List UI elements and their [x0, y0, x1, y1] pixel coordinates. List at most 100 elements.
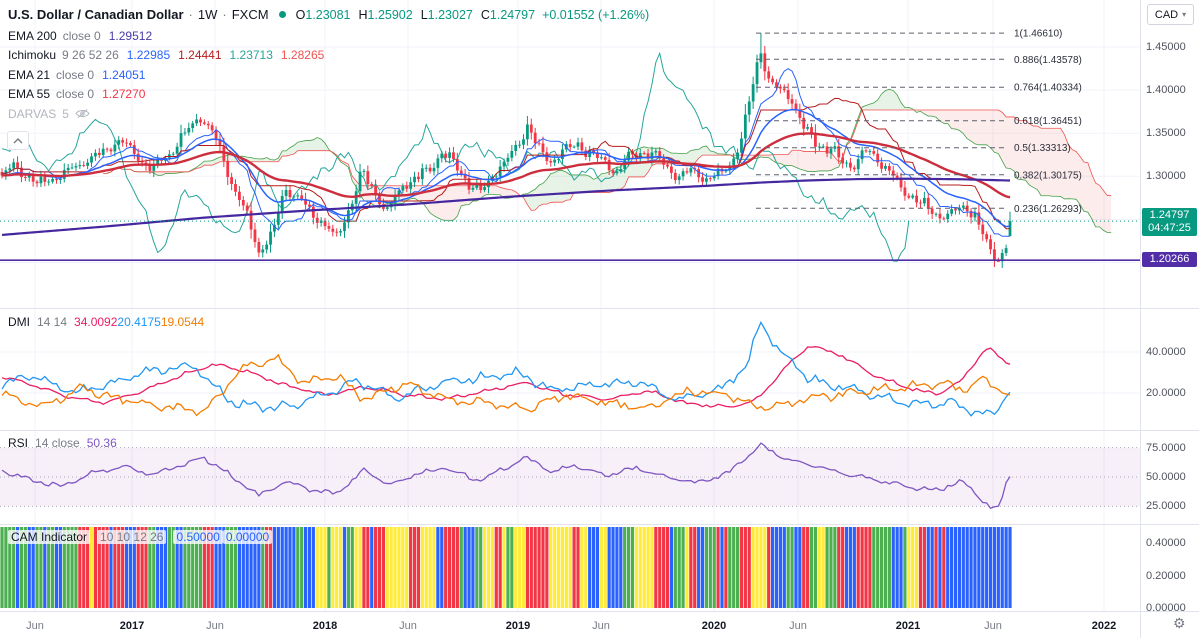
- rsi-axis-label: 75.0000: [1146, 441, 1186, 454]
- indicator-value: 0.50000: [173, 530, 223, 544]
- fib-retracement-layer: 1(1.46610) 0.886(1.43578) 0.764(1.40334) 0.…: [756, 29, 1082, 215]
- price-axis-label: 1.35000: [1146, 127, 1186, 140]
- exchange-label[interactable]: FXCM: [231, 7, 269, 22]
- svg-text:0.5(1.33313): 0.5(1.33313): [1014, 143, 1071, 154]
- timeframe-label[interactable]: 1W: [197, 7, 218, 22]
- ohlc-label: L: [420, 7, 428, 22]
- ohlc-item: O1.23081: [296, 8, 351, 22]
- market-status-dot-icon: [278, 11, 286, 18]
- separator: ·: [222, 7, 227, 22]
- time-axis-year-label: 2019: [505, 620, 531, 632]
- time-axis-year-label: 2022: [1091, 620, 1117, 632]
- cam-params: 10 10 12 26: [97, 530, 167, 544]
- ohlc-label: C: [480, 7, 490, 22]
- legend-title: EMA 21: [8, 67, 51, 82]
- indicator-legends: EMA 200 close 0 1.29512 Ichimoku 9 26 52 26 1…: [8, 26, 324, 124]
- ohlc-item: L1.23027: [421, 8, 473, 22]
- ohlc-label: O: [295, 7, 306, 22]
- legend-title: EMA 55: [8, 87, 51, 102]
- horizontal-line-price-badge: 1.20266: [1142, 252, 1197, 268]
- cam-bars-layer: [0, 527, 1012, 608]
- legend-value: 1.29512: [108, 28, 153, 43]
- collapse-legends-button[interactable]: [7, 131, 29, 150]
- legend-value: 1.28265: [280, 48, 325, 63]
- cam-axis-label: 0.00000: [1146, 602, 1186, 614]
- cam-values: 0.50000 0.00000: [173, 530, 273, 544]
- svg-text:1(1.46610): 1(1.46610): [1014, 29, 1062, 40]
- svg-text:0.886(1.43578): 0.886(1.43578): [1014, 55, 1082, 66]
- currency-label: CAD: [1154, 8, 1179, 21]
- dmi-values: 34.009220.417519.0544: [74, 315, 204, 329]
- indicator-value: 20.4175: [117, 315, 161, 329]
- hline-price-value: 1.20266: [1149, 253, 1190, 266]
- rsi-values: 50.36: [87, 436, 117, 450]
- dmi-legend[interactable]: DMI 14 14 34.009220.417519.0544: [8, 315, 204, 329]
- cam-axis-label: 0.20000: [1146, 569, 1186, 582]
- dmi-axis-label: 40.0000: [1146, 346, 1186, 358]
- legend-title: Ichimoku: [8, 48, 57, 63]
- dmi-axis-label: 20.0000: [1146, 387, 1186, 399]
- time-axis-month-label: Jun: [206, 620, 224, 632]
- symbol-header: U.S. Dollar / Canadian Dollar · 1W · FXC…: [8, 7, 649, 22]
- dmi-title: DMI: [8, 315, 30, 329]
- overlay-lines-layer: [1, 68, 1011, 237]
- legend-params: close 0: [56, 87, 95, 102]
- legend-row-ema-55[interactable]: EMA 55 close 0 1.27270: [8, 85, 324, 105]
- change-value: +0.01552 (+1.26%): [542, 7, 650, 22]
- cam-legend[interactable]: CAM Indicator 10 10 12 26 0.50000 0.00000: [8, 530, 273, 544]
- time-axis-month-label: Jun: [399, 620, 417, 632]
- axis-settings-gear-icon[interactable]: ⚙: [1173, 615, 1186, 631]
- legend-value: 1.23713: [229, 48, 273, 63]
- separator: ·: [188, 7, 193, 22]
- grid-layer: [0, 0, 1140, 611]
- bar-countdown: 04:47:25: [1148, 222, 1191, 235]
- legend-row-darvas[interactable]: DARVAS 5: [8, 104, 324, 124]
- legend-params: close 0: [62, 28, 101, 43]
- time-axis-year-label: 2021: [895, 620, 921, 632]
- chevron-up-icon: [13, 137, 23, 143]
- legend-title: DARVAS: [8, 106, 57, 121]
- legend-row-ema-21[interactable]: EMA 21 close 0 1.24051: [8, 65, 324, 85]
- legend-params: 9 26 52 26: [62, 48, 119, 63]
- time-axis-month-label: Jun: [26, 620, 44, 632]
- legend-value: 1.27270: [102, 87, 146, 102]
- time-axis-month-label: Jun: [789, 620, 807, 632]
- time-axis-year-label: 2018: [312, 620, 338, 632]
- symbol-title[interactable]: U.S. Dollar / Canadian Dollar: [8, 7, 184, 22]
- time-axis-year-label: 2020: [701, 620, 727, 632]
- rsi-layer: [0, 442, 1140, 510]
- time-axis-month-label: Jun: [984, 620, 1002, 632]
- price-axis-label: 1.40000: [1146, 84, 1186, 97]
- last-price-value: 1.24797: [1149, 209, 1190, 222]
- legend-title: EMA 200: [8, 28, 57, 43]
- legend-row-ichimoku[interactable]: Ichimoku 9 26 52 26 1.22985 1.24441 1.23713 1…: [8, 46, 324, 66]
- indicator-value: 0.00000: [222, 530, 273, 544]
- rsi-params: 14 close: [35, 436, 80, 450]
- indicator-value: 50.36: [86, 436, 117, 450]
- last-price-badge: 1.24797 04:47:25: [1142, 208, 1197, 237]
- ohlc-value: 1.24797: [489, 7, 536, 22]
- dmi-lines-layer: [1, 320, 1011, 417]
- cam-title: CAM Indicator: [8, 530, 91, 544]
- svg-text:0.236(1.26293): 0.236(1.26293): [1014, 204, 1082, 215]
- currency-toggle-button[interactable]: CAD ▾: [1147, 4, 1194, 25]
- legend-row-ema-200[interactable]: EMA 200 close 0 1.29512: [8, 26, 324, 46]
- visibility-toggle[interactable]: [75, 108, 90, 119]
- ohlc-values: O1.23081 H1.25902 L1.23027 C1.24797: [296, 8, 536, 22]
- ohlc-value: 1.23027: [427, 7, 473, 22]
- legend-value: 1.24441: [178, 48, 222, 63]
- rsi-title: RSI: [8, 436, 29, 450]
- svg-text:0.618(1.36451): 0.618(1.36451): [1014, 116, 1082, 127]
- legend-params: close 0: [56, 67, 95, 82]
- ohlc-label: H: [358, 7, 368, 22]
- svg-text:0.382(1.30175): 0.382(1.30175): [1014, 170, 1082, 181]
- eye-off-icon: [75, 109, 90, 119]
- rsi-legend[interactable]: RSI 14 close 50.36: [8, 436, 117, 450]
- cam-axis-label: 0.40000: [1146, 537, 1186, 550]
- ohlc-item: C1.24797: [481, 8, 535, 22]
- price-axis-label: 1.45000: [1146, 41, 1186, 53]
- time-axis-year-label: 2017: [119, 620, 145, 632]
